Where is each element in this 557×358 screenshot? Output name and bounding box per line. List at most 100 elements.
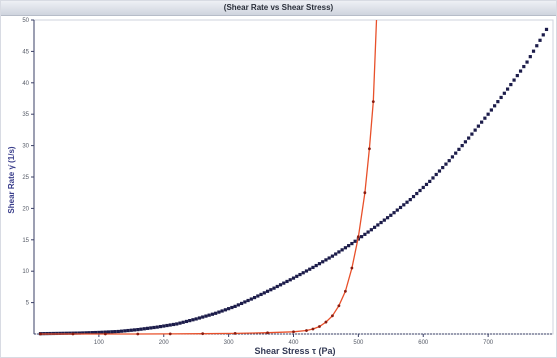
x-tick-label-3: 400 — [288, 340, 299, 346]
series1-point-72 — [272, 286, 276, 290]
series1-point-32 — [142, 327, 146, 331]
series1-point-80 — [298, 272, 302, 277]
series1-point-64 — [246, 298, 250, 303]
series1-point-82 — [304, 269, 309, 273]
series1-point-142 — [499, 95, 503, 100]
series1-point-97 — [353, 239, 357, 243]
series1-point-50 — [201, 315, 205, 319]
series1-point-121 — [431, 176, 435, 180]
series1-point-42 — [175, 322, 179, 326]
series1-point-26 — [123, 329, 127, 333]
series1-point-85 — [314, 263, 318, 268]
series1-point-34 — [149, 326, 153, 330]
series1-point-89 — [327, 256, 331, 260]
series1-point-9 — [68, 331, 72, 335]
series1-point-95 — [347, 244, 351, 248]
series1-point-81 — [301, 271, 305, 275]
series1-point-116 — [415, 191, 419, 196]
series1-point-150 — [525, 60, 529, 64]
series2-point-9 — [305, 329, 308, 332]
y-tick-label-1: 10 — [22, 269, 29, 275]
x-tick-label-2: 300 — [224, 340, 235, 346]
series1-point-118 — [421, 185, 425, 190]
series2-point-17 — [356, 235, 360, 239]
series1-point-138 — [486, 112, 490, 116]
series1-point-132 — [467, 136, 471, 140]
series2-point-11 — [318, 325, 321, 328]
series1-point-112 — [402, 203, 406, 207]
series1-point-47 — [191, 318, 195, 322]
x-tick-label-5: 600 — [418, 340, 429, 346]
series1-point-13 — [81, 331, 85, 335]
series1-point-99 — [360, 235, 364, 239]
series1-point-153 — [535, 44, 539, 48]
series1-point-88 — [324, 258, 328, 262]
series1-point-136 — [480, 120, 484, 124]
series1-point-114 — [408, 198, 412, 202]
series2-point-6 — [233, 331, 237, 335]
series1-point-86 — [317, 262, 322, 266]
series1-point-107 — [385, 216, 390, 220]
series1-point-74 — [278, 283, 283, 287]
series1-point-145 — [509, 82, 513, 87]
x-tick-label-6: 700 — [483, 340, 494, 346]
series1-point-102 — [369, 228, 373, 232]
series1-point-103 — [372, 225, 377, 229]
y-tick-label-7: 40 — [22, 81, 29, 87]
series1-point-57 — [223, 308, 227, 312]
series1-point-36 — [155, 325, 159, 329]
series2-point-20 — [371, 100, 375, 104]
series1-point-152 — [531, 49, 536, 53]
series1-point-78 — [291, 276, 296, 280]
series1-point-54 — [214, 311, 218, 315]
series1-point-44 — [181, 320, 185, 324]
series1-point-7 — [61, 331, 65, 335]
series1-point-22 — [110, 330, 114, 334]
series1-point-115 — [411, 194, 416, 199]
series1-point-71 — [269, 288, 273, 292]
y-tick-label-2: 15 — [22, 238, 29, 244]
series1-point-43 — [178, 321, 182, 325]
series1-point-124 — [441, 165, 445, 170]
series2-point-15 — [344, 289, 347, 293]
series2-point-7 — [266, 331, 269, 335]
series1-point-143 — [502, 91, 506, 95]
series1-point-33 — [145, 326, 150, 330]
series1-point-90 — [330, 254, 335, 258]
series1-point-21 — [107, 330, 111, 334]
series1-point-122 — [434, 172, 438, 177]
series2-point-5 — [201, 332, 205, 336]
series1-point-120 — [428, 179, 432, 183]
series1-point-127 — [450, 155, 455, 159]
series1-point-83 — [308, 267, 312, 271]
series2-point-2 — [103, 332, 107, 336]
series1-point-18 — [97, 330, 101, 335]
series1-point-53 — [210, 312, 215, 316]
series1-point-128 — [454, 151, 458, 155]
series1-point-75 — [282, 281, 286, 285]
series1-point-135 — [476, 124, 480, 128]
series1-point-106 — [382, 218, 386, 222]
series1-point-147 — [515, 73, 519, 78]
series1-point-139 — [489, 108, 493, 112]
series1-point-12 — [77, 331, 82, 335]
series1-point-94 — [343, 246, 347, 250]
chart-title: (Shear Rate vs Shear Stress) — [1, 1, 556, 16]
series1-point-11 — [74, 331, 78, 335]
series1-point-119 — [424, 182, 429, 187]
series1-point-60 — [233, 304, 237, 308]
series1-point-41 — [171, 322, 176, 327]
series1-point-156 — [544, 27, 549, 32]
series1-point-51 — [204, 314, 208, 318]
y-axis-label: Shear Rate γ̇ (1/s) — [7, 146, 16, 213]
series1-point-61 — [236, 303, 240, 307]
series1-point-134 — [473, 128, 477, 132]
series1-point-66 — [252, 295, 257, 300]
series1-point-76 — [285, 279, 289, 284]
series1-point-45 — [184, 319, 189, 324]
series1-point-113 — [405, 200, 409, 204]
series1-point-70 — [265, 289, 270, 293]
series2-point-10 — [311, 327, 315, 331]
plot-frame — [33, 19, 554, 335]
